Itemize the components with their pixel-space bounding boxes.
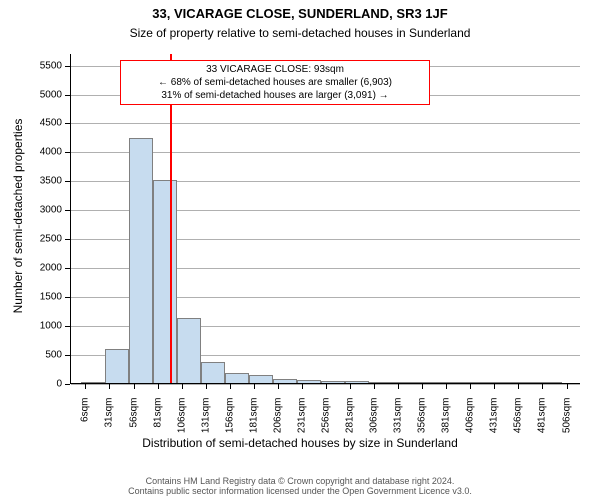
y-tick-mark (65, 181, 70, 182)
x-tick-label: 456sqm (513, 398, 524, 498)
x-tick-mark (542, 384, 543, 389)
y-tick-mark (65, 239, 70, 240)
y-tick-mark (65, 268, 70, 269)
annotation-line-2: ← 68% of semi-detached houses are smalle… (125, 76, 425, 89)
x-tick-mark (254, 384, 255, 389)
x-tick-mark (350, 384, 351, 389)
histogram-bar (321, 381, 345, 383)
x-tick-mark (374, 384, 375, 389)
y-tick-label: 0 (0, 379, 62, 390)
x-tick-label: 231sqm (296, 398, 307, 498)
x-tick-mark (422, 384, 423, 389)
x-tick-mark (278, 384, 279, 389)
histogram-bar (345, 381, 369, 383)
figure: 33, VICARAGE CLOSE, SUNDERLAND, SR3 1JF … (0, 0, 600, 500)
y-tick-label: 4500 (0, 118, 62, 129)
x-tick-mark (326, 384, 327, 389)
y-tick-label: 2500 (0, 234, 62, 245)
histogram-bar (514, 382, 538, 383)
x-tick-mark (446, 384, 447, 389)
x-tick-mark (158, 384, 159, 389)
x-tick-label: 381sqm (441, 398, 452, 498)
y-tick-label: 3000 (0, 205, 62, 216)
x-tick-mark (302, 384, 303, 389)
chart-subtitle: Size of property relative to semi-detach… (0, 26, 600, 40)
y-tick-mark (65, 123, 70, 124)
histogram-bar (417, 382, 441, 383)
x-tick-label: 331sqm (393, 398, 404, 498)
x-tick-label: 56sqm (128, 398, 139, 498)
x-tick-label: 256sqm (320, 398, 331, 498)
histogram-bar (273, 379, 297, 383)
x-tick-label: 431sqm (489, 398, 500, 498)
x-tick-label: 181sqm (248, 398, 259, 498)
x-tick-label: 156sqm (224, 398, 235, 498)
y-tick-mark (65, 297, 70, 298)
y-tick-label: 1000 (0, 321, 62, 332)
histogram-bar (538, 382, 562, 383)
x-tick-mark (85, 384, 86, 389)
histogram-bar (201, 362, 225, 383)
y-tick-label: 5000 (0, 89, 62, 100)
x-tick-mark (206, 384, 207, 389)
x-tick-mark (567, 384, 568, 389)
x-tick-label: 206sqm (272, 398, 283, 498)
y-tick-label: 4000 (0, 147, 62, 158)
histogram-bar (466, 382, 490, 383)
x-tick-label: 6sqm (80, 398, 91, 498)
annotation-box: 33 VICARAGE CLOSE: 93sqm ← 68% of semi-d… (120, 60, 430, 105)
histogram-bar (129, 138, 153, 383)
y-tick-mark (65, 384, 70, 385)
histogram-bar (105, 349, 129, 383)
x-tick-label: 481sqm (537, 398, 548, 498)
histogram-bar (225, 373, 249, 383)
x-tick-mark (230, 384, 231, 389)
histogram-bar (297, 380, 321, 383)
histogram-bar (441, 382, 465, 383)
gridline (71, 123, 580, 124)
x-tick-mark (134, 384, 135, 389)
x-tick-label: 506sqm (561, 398, 572, 498)
y-tick-label: 3500 (0, 176, 62, 187)
histogram-bar (81, 382, 105, 383)
x-tick-label: 31sqm (104, 398, 115, 498)
annotation-line-3: 31% of semi-detached houses are larger (… (125, 89, 425, 102)
x-tick-mark (182, 384, 183, 389)
x-tick-mark (494, 384, 495, 389)
y-tick-mark (65, 152, 70, 153)
chart-title: 33, VICARAGE CLOSE, SUNDERLAND, SR3 1JF (0, 6, 600, 21)
x-tick-label: 106sqm (176, 398, 187, 498)
annotation-line-1: 33 VICARAGE CLOSE: 93sqm (125, 63, 425, 76)
y-tick-label: 1500 (0, 292, 62, 303)
y-tick-label: 2000 (0, 263, 62, 274)
histogram-bar (490, 382, 514, 383)
y-tick-mark (65, 66, 70, 67)
y-tick-mark (65, 95, 70, 96)
x-tick-mark (398, 384, 399, 389)
histogram-bar (177, 318, 201, 383)
x-tick-label: 281sqm (345, 398, 356, 498)
x-tick-mark (470, 384, 471, 389)
x-tick-label: 306sqm (369, 398, 380, 498)
histogram-bar (393, 382, 417, 383)
histogram-bar (249, 375, 273, 383)
x-tick-label: 131sqm (200, 398, 211, 498)
y-tick-label: 500 (0, 350, 62, 361)
x-tick-mark (518, 384, 519, 389)
histogram-bar (369, 382, 393, 383)
x-tick-label: 356sqm (417, 398, 428, 498)
x-tick-mark (109, 384, 110, 389)
x-tick-label: 81sqm (152, 398, 163, 498)
y-tick-mark (65, 210, 70, 211)
x-tick-label: 406sqm (465, 398, 476, 498)
y-tick-label: 5500 (0, 60, 62, 71)
y-tick-mark (65, 326, 70, 327)
y-tick-mark (65, 355, 70, 356)
histogram-bar (153, 180, 177, 383)
